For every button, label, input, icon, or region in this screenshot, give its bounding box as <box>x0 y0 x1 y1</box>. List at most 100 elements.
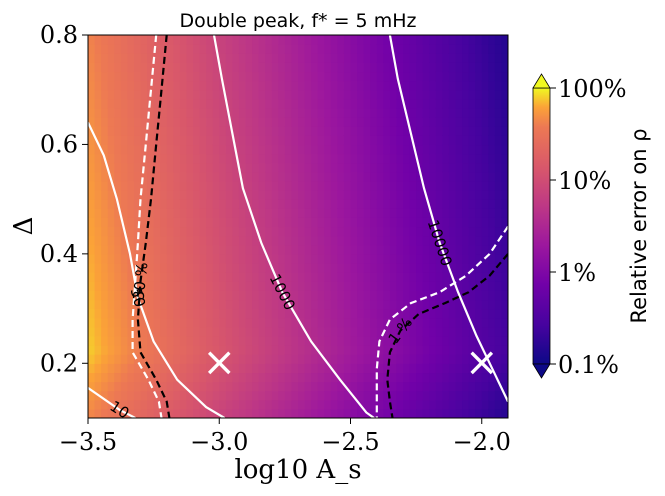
heatmap-cell <box>219 290 227 301</box>
heatmap-cell <box>337 135 345 146</box>
heatmap-cell <box>252 199 260 209</box>
heatmap-cell <box>396 226 404 237</box>
heatmap-cell <box>271 281 279 291</box>
heatmap-cell <box>265 35 273 45</box>
heatmap-cell <box>101 107 109 118</box>
heatmap-cell <box>258 345 266 355</box>
heatmap-cell <box>337 317 345 328</box>
heatmap-cell <box>317 226 325 237</box>
heatmap-cell <box>199 235 207 246</box>
heatmap-cell <box>324 290 332 301</box>
heatmap-cell <box>166 153 174 164</box>
heatmap-cell <box>494 335 503 346</box>
heatmap-cell <box>252 89 260 100</box>
heatmap-cell <box>442 372 450 383</box>
heatmap-cell <box>429 335 437 346</box>
heatmap-cell <box>114 162 122 173</box>
heatmap-cell <box>409 80 417 91</box>
heatmap-cell <box>383 262 391 273</box>
heatmap-cell <box>291 226 299 237</box>
heatmap-cell <box>422 354 430 364</box>
heatmap-cell <box>403 381 411 392</box>
heatmap-cell <box>357 335 365 346</box>
heatmap-cell <box>153 35 161 45</box>
heatmap-cell <box>409 190 417 200</box>
heatmap-cell <box>212 98 220 109</box>
heatmap-cell <box>212 399 220 410</box>
heatmap-cell <box>238 190 247 200</box>
heatmap-cell <box>330 354 338 364</box>
heatmap-cell <box>186 235 194 246</box>
heatmap-cell <box>304 199 312 209</box>
heatmap-cell <box>278 290 286 301</box>
heatmap-cell <box>245 71 253 82</box>
heatmap-cell <box>94 299 102 310</box>
heatmap-cell <box>166 162 174 173</box>
heatmap-cell <box>219 253 227 264</box>
heatmap-cell <box>166 281 174 291</box>
heatmap-cell <box>271 399 279 410</box>
heatmap-cell <box>284 190 293 200</box>
heatmap-cell <box>179 326 188 337</box>
heatmap-cell <box>245 390 253 401</box>
heatmap-cell <box>166 326 174 337</box>
heatmap-cell <box>258 98 266 109</box>
heatmap-cell <box>284 53 293 63</box>
heatmap-cell <box>481 217 489 228</box>
heatmap-cell <box>212 144 220 155</box>
heatmap-cell <box>238 262 247 273</box>
heatmap-cell <box>337 117 345 127</box>
heatmap-cell <box>422 107 430 118</box>
heatmap-cell <box>232 153 240 164</box>
heatmap-cell <box>291 35 299 45</box>
heatmap-cell <box>350 281 358 291</box>
heatmap-cell <box>462 44 470 54</box>
heatmap-cell <box>94 126 102 136</box>
heatmap-cell <box>298 345 306 355</box>
heatmap-cell <box>455 308 463 319</box>
heatmap-cell <box>94 35 102 45</box>
heatmap-cell <box>101 180 109 191</box>
heatmap-cell <box>265 144 273 155</box>
heatmap-cell <box>429 180 437 191</box>
heatmap-cell <box>245 53 253 63</box>
heatmap-cell <box>206 98 214 109</box>
heatmap-cell <box>383 390 391 401</box>
heatmap-cell <box>475 153 483 164</box>
heatmap-cell <box>219 171 227 182</box>
heatmap-cell <box>324 253 332 264</box>
heatmap-cell <box>114 317 122 328</box>
heatmap-cell <box>383 71 391 82</box>
heatmap-cell <box>363 62 371 73</box>
heatmap-cell <box>212 199 220 209</box>
heatmap-cell <box>133 390 142 401</box>
heatmap-cell <box>133 399 142 410</box>
heatmap-cell <box>442 126 450 136</box>
heatmap-cell <box>232 217 240 228</box>
heatmap-cell <box>245 35 253 45</box>
heatmap-cell <box>258 44 266 54</box>
heatmap-cell <box>160 235 168 246</box>
heatmap-cell <box>133 44 142 54</box>
heatmap-cell <box>324 98 332 109</box>
heatmap-cell <box>258 53 266 63</box>
heatmap-cell <box>88 153 96 164</box>
heatmap-cell <box>193 399 201 410</box>
heatmap-cell <box>127 135 135 146</box>
heatmap-cell <box>225 226 233 237</box>
heatmap-cell <box>455 62 463 73</box>
heatmap-cell <box>330 107 338 118</box>
heatmap-cell <box>370 326 378 337</box>
heatmap-cell <box>265 290 273 301</box>
heatmap-cell <box>147 217 155 228</box>
heatmap-cell <box>278 326 286 337</box>
heatmap-cell <box>278 399 286 410</box>
heatmap-cell <box>396 171 404 182</box>
heatmap-cell <box>383 253 391 264</box>
heatmap-cell <box>160 98 168 109</box>
heatmap-cell <box>186 244 194 255</box>
heatmap-cell <box>396 235 404 246</box>
heatmap-cell <box>317 390 325 401</box>
heatmap-cell <box>468 208 476 218</box>
heatmap-cell <box>186 199 194 209</box>
